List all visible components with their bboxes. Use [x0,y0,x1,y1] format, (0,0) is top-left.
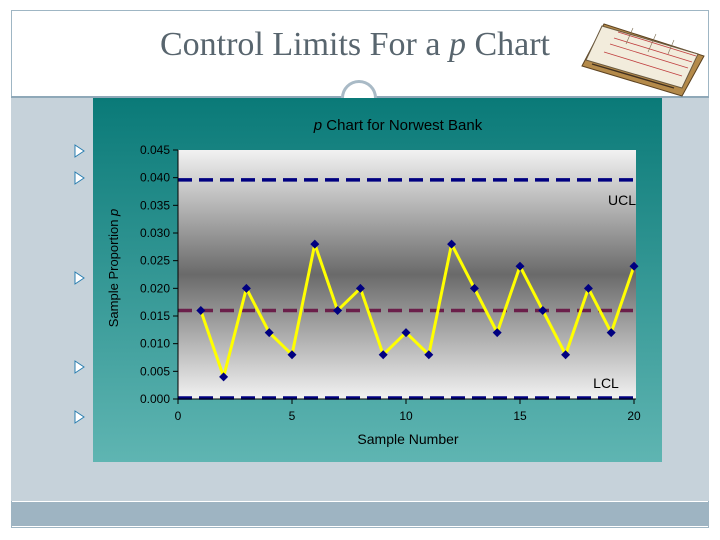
data-point [333,305,343,315]
y-tick-label: 0.045 [140,143,170,157]
data-point [310,239,320,249]
y-tick-label: 0.000 [140,392,170,406]
y-tick-label: 0.040 [140,171,170,185]
data-point [401,328,411,338]
x-axis-label: Sample Number [357,431,458,447]
slide-title-italic: p [448,26,466,63]
data-point [196,305,206,315]
x-tick-label: 5 [289,409,296,423]
bullet-arrow-icon [74,410,85,424]
bullet-arrow-icon [74,271,85,285]
data-point [264,328,274,338]
data-point [492,328,502,338]
x-tick-label: 10 [399,409,413,423]
y-axis-label-italic: p [106,209,121,217]
data-point [583,283,593,293]
chart-title: p Chart for Norwest Bank [313,117,483,134]
data-point [355,283,365,293]
data-point [629,261,639,271]
slide-title-suffix: Chart [465,26,551,63]
data-point [561,350,571,360]
y-tick-label: 0.010 [140,337,170,351]
bullet-arrow-icon [74,144,85,158]
y-tick-label: 0.025 [140,254,170,268]
y-tick-label: 0.015 [140,309,170,323]
data-point [447,239,457,249]
y-tick-label: 0.035 [140,198,170,212]
data-point [424,350,434,360]
x-tick-label: 0 [175,409,182,423]
x-tick-label: 15 [513,409,527,423]
data-point [378,350,388,360]
y-tick-label: 0.020 [140,281,170,295]
x-tick-label: 20 [627,409,641,423]
chart-title-italic: p [313,117,322,134]
bottom-bar [11,502,709,526]
data-point [515,261,525,271]
data-point [219,372,229,382]
plot-area [178,150,636,399]
data-point [606,328,616,338]
data-point [287,350,297,360]
chart-title-rest: Chart for Norwest Bank [322,117,483,134]
y-tick-label: 0.005 [140,364,170,378]
lcl-label: LCL [593,375,619,391]
ucl-label: UCL [608,192,636,208]
y-axis-label: Sample Proportion p [106,209,121,328]
bank-check-icon [581,23,705,97]
y-axis-label-text: Sample Proportion [106,216,121,327]
data-point [538,305,548,315]
slide-title-prefix: Control Limits For a [159,26,449,63]
bullet-arrow-icon [74,360,85,374]
y-tick-label: 0.030 [140,226,170,240]
bullet-arrow-icon [74,171,85,185]
slide-title: Control Limits For a p Chart [120,26,590,64]
data-point [241,283,251,293]
series-line [199,242,636,379]
data-point [469,283,479,293]
